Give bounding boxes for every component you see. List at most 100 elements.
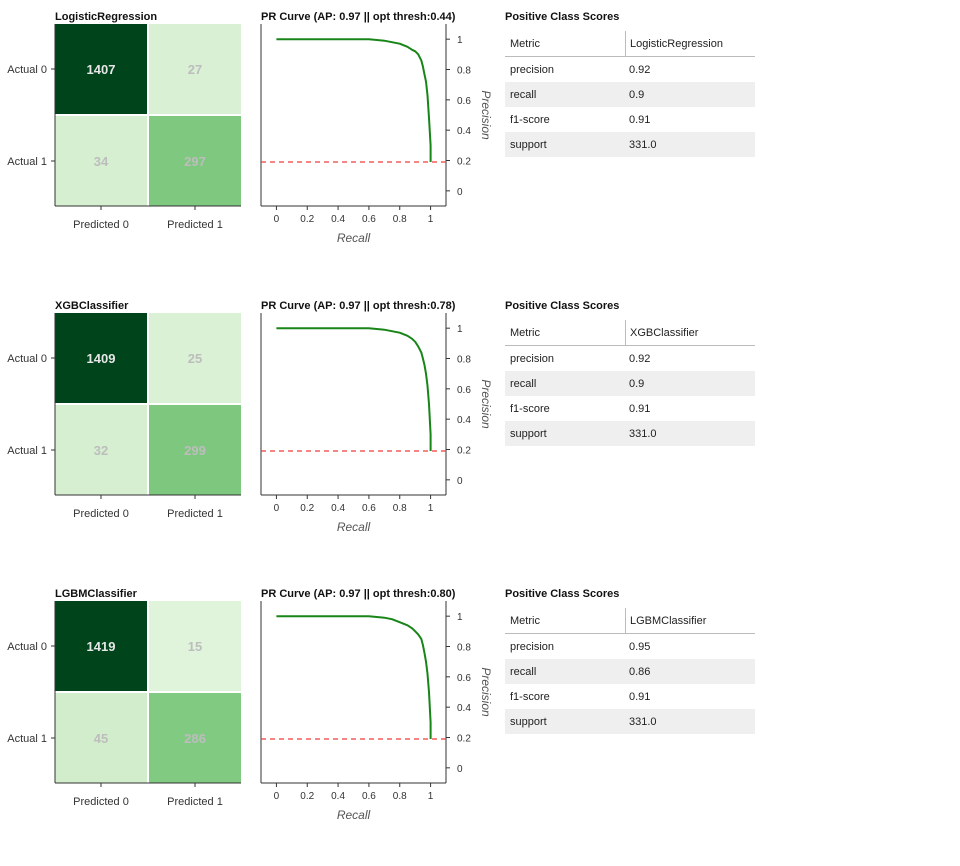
y-tick-label: 0.8 [457, 643, 471, 654]
col-label: Predicted 0 [73, 508, 129, 520]
model-row: LogisticRegression 1407 27 34 297 Actual 0 Pre… [0, 8, 960, 268]
y-tick-label: 0.8 [457, 355, 471, 366]
table-header-cell: XGBClassifier [625, 320, 755, 345]
table-cell-metric: precision [510, 640, 555, 653]
table-row: f1-score 0.91 [505, 396, 755, 421]
y-tick-label: 0.2 [457, 734, 471, 745]
cell-value-label: 286 [184, 731, 206, 746]
table-cell-value: 0.91 [629, 402, 651, 415]
row-label: Actual 1 [7, 445, 47, 457]
pr-curve-title: PR Curve (AP: 0.97 || opt thresh:0.44) [261, 11, 456, 23]
scores-table: Metric LogisticRegression precision 0.92 rec… [505, 31, 755, 157]
x-tick-label: 0.8 [393, 214, 407, 225]
table-cell-value: 0.91 [629, 113, 651, 126]
pr-curve-line [276, 38, 432, 162]
table-cell-value: 331.0 [629, 427, 657, 440]
table-cell-value: 0.9 [629, 88, 645, 101]
pr-curve-chart: 0 0.2 0.4 0.6 0.8 1 0 0.2 0.4 0.6 0.8 1 Recall Precis… [260, 313, 493, 534]
col-label: Predicted 1 [167, 219, 223, 231]
cell-value-label: 299 [184, 443, 206, 458]
col-label: Predicted 0 [73, 796, 129, 808]
confusion-matrix-title: XGBClassifier [55, 300, 129, 312]
table-cell-metric: precision [510, 63, 555, 76]
heatmap-cell [55, 24, 147, 114]
cell-value-label: 32 [94, 443, 108, 458]
confusion-matrix-chart: 1419 15 45 286 Actual 0 Predicted 0 Actual 1 Pr… [7, 601, 241, 808]
table-header-row: Metric XGBClassifier [505, 320, 755, 346]
x-tick-label: 0.4 [331, 214, 345, 225]
table-row: recall 0.9 [505, 82, 755, 107]
table-row: precision 0.95 [505, 634, 755, 659]
cell-value-label: 1407 [87, 62, 116, 77]
table-cell-metric: recall [510, 377, 537, 390]
table-cell-metric: support [510, 715, 547, 728]
table-cell-metric: recall [510, 88, 537, 101]
y-tick-label: 0 [457, 764, 463, 775]
y-axis-label: Precision [479, 90, 493, 140]
x-axis-label: Recall [337, 808, 371, 822]
table-cell-metric: support [510, 427, 547, 440]
table-row: recall 0.86 [505, 659, 755, 684]
cell-value-label: 1419 [87, 639, 116, 654]
y-tick-label: 0.2 [457, 157, 471, 168]
x-tick-label: 0.2 [300, 214, 314, 225]
row-label: Actual 0 [7, 353, 47, 365]
x-tick-label: 0 [274, 503, 280, 514]
y-tick-label: 0.8 [457, 66, 471, 77]
x-tick-label: 0.2 [300, 503, 314, 514]
heatmap-cell [149, 601, 241, 691]
table-row: recall 0.9 [505, 371, 755, 396]
model-row: LGBMClassifier 1419 15 45 286 Actual 0 Predict… [0, 585, 960, 845]
cell-value-label: 27 [188, 62, 202, 77]
y-axis-label: Precision [479, 379, 493, 429]
table-cell-value: 0.95 [629, 640, 651, 653]
table-row: precision 0.92 [505, 346, 755, 371]
table-row: support 331.0 [505, 132, 755, 157]
y-tick-label: 0.4 [457, 126, 471, 137]
x-tick-label: 0.4 [331, 791, 345, 802]
cell-value-label: 1409 [87, 351, 116, 366]
heatmap-cell [149, 24, 241, 114]
scores-table: Metric LGBMClassifier precision 0.95 recall 0… [505, 608, 755, 734]
table-header-cell: Metric [510, 37, 540, 50]
cell-value-label: 34 [94, 154, 109, 169]
table-cell-value: 0.92 [629, 63, 651, 76]
x-tick-label: 0.2 [300, 791, 314, 802]
table-row: f1-score 0.91 [505, 684, 755, 709]
heatmap-cell [149, 313, 241, 403]
heatmap-cell [149, 405, 241, 495]
table-cell-metric: recall [510, 665, 537, 678]
table-header-cell: Metric [510, 326, 540, 339]
pr-curve-chart: 0 0.2 0.4 0.6 0.8 1 0 0.2 0.4 0.6 0.8 1 Recall Precis… [260, 601, 493, 822]
x-tick-label: 1 [428, 503, 434, 514]
cell-value-label: 45 [94, 731, 108, 746]
table-cell-value: 331.0 [629, 138, 657, 151]
y-tick-label: 0.6 [457, 673, 471, 684]
confusion-matrix-chart: 1407 27 34 297 Actual 0 Predicted 0 Actual 1 Pr… [7, 24, 241, 231]
table-cell-value: 0.86 [629, 665, 651, 678]
x-tick-label: 0.6 [362, 503, 376, 514]
scores-table-title: Positive Class Scores [505, 588, 620, 600]
x-tick-label: 0.8 [393, 503, 407, 514]
heatmap-cell [55, 313, 147, 403]
pr-curve-chart: 0 0.2 0.4 0.6 0.8 1 0 0.2 0.4 0.6 0.8 1 Recall Precis… [260, 24, 493, 245]
table-cell-value: 0.92 [629, 352, 651, 365]
scores-table-title: Positive Class Scores [505, 11, 620, 23]
row-label: Actual 0 [7, 641, 47, 653]
x-axis-label: Recall [337, 231, 371, 245]
y-tick-label: 1 [457, 324, 463, 335]
row-label: Actual 1 [7, 156, 47, 168]
table-row: support 331.0 [505, 421, 755, 446]
y-tick-label: 0.2 [457, 446, 471, 457]
cell-value-label: 15 [188, 639, 202, 654]
table-cell-metric: f1-score [510, 690, 550, 703]
x-tick-label: 0.6 [362, 214, 376, 225]
y-tick-label: 0.6 [457, 385, 471, 396]
y-tick-label: 1 [457, 612, 463, 623]
heatmap-cell [55, 693, 147, 783]
pr-curve-title: PR Curve (AP: 0.97 || opt thresh:0.78) [261, 300, 456, 312]
heatmap-cell [55, 405, 147, 495]
table-cell-value: 331.0 [629, 715, 657, 728]
confusion-matrix-title: LGBMClassifier [55, 588, 137, 600]
scores-table-title: Positive Class Scores [505, 300, 620, 312]
